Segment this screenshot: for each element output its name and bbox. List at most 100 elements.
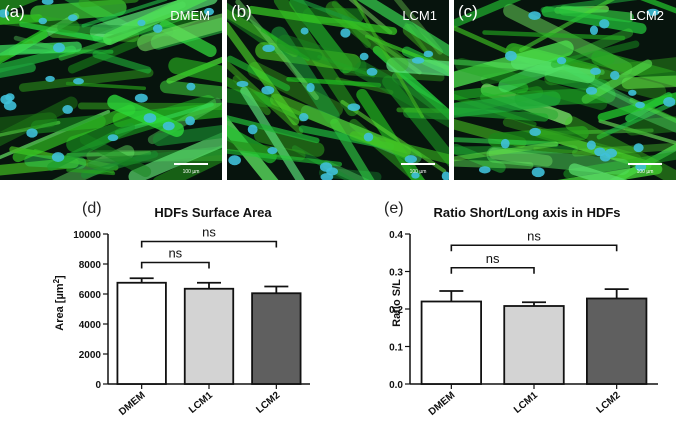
- nucleus: [186, 82, 196, 91]
- micrograph-lcm1: (b) LCM1 100 µm: [227, 0, 449, 180]
- chart-letter-e: (e): [384, 200, 404, 217]
- nucleus: [635, 101, 645, 109]
- y-tick-label: 6000: [79, 290, 102, 301]
- nuclei: [478, 8, 676, 178]
- nucleus: [340, 28, 351, 38]
- actin-fiber: [640, 0, 676, 14]
- actin-fiber: [454, 141, 558, 162]
- panel-letter-a: (a): [4, 2, 25, 21]
- nucleus: [73, 78, 84, 85]
- chart-title: Ratio Short/Long axis in HDFs: [433, 205, 620, 220]
- actin-fiber: [227, 8, 299, 58]
- actin-fiber: [348, 0, 393, 35]
- nucleus: [236, 80, 249, 88]
- nucleus: [359, 52, 369, 61]
- nucleus: [185, 116, 195, 126]
- micrograph-dmem: (a) DMEM 100 µm: [0, 0, 222, 180]
- nucleus: [363, 132, 374, 142]
- actin-fiber: [128, 132, 222, 180]
- nucleus: [478, 166, 491, 174]
- nucleus: [556, 56, 567, 65]
- actin-fiber: [454, 40, 574, 88]
- actin-fiber: [66, 168, 116, 176]
- x-tick-label: LCM1: [512, 390, 540, 416]
- micrograph-image: [227, 0, 449, 180]
- significance-bracket: [450, 244, 618, 252]
- nucleus: [262, 44, 275, 53]
- actin-fiber: [568, 163, 628, 180]
- actin-fiber: [581, 59, 653, 104]
- nucleus: [347, 103, 361, 112]
- actin-fiber: [357, 0, 449, 57]
- y-axis-label: Ratio S/L: [391, 279, 403, 327]
- significance-label: ns: [527, 228, 541, 243]
- y-tick-label: 0.3: [389, 268, 403, 279]
- actin-fiber: [488, 126, 589, 148]
- nucleus: [247, 124, 258, 135]
- actin-fiber: [227, 2, 286, 54]
- actin-fiber: [454, 159, 534, 169]
- actin-fibers: [0, 0, 222, 180]
- significance-label: ns: [168, 246, 182, 261]
- bar-dmem: [420, 300, 482, 385]
- nucleus: [134, 93, 148, 103]
- nucleus: [599, 19, 610, 29]
- nucleus: [53, 42, 65, 53]
- micrograph-image: [0, 0, 222, 180]
- actin-fiber: [454, 143, 506, 173]
- significance-label: ns: [202, 225, 216, 240]
- actin-fiber: [152, 125, 222, 147]
- micrograph-image: [454, 0, 676, 180]
- y-tick-label: 0.1: [389, 343, 403, 354]
- actin-fiber: [52, 145, 135, 180]
- nucleus: [261, 85, 275, 95]
- nucleus: [529, 127, 541, 137]
- nucleus: [62, 105, 73, 114]
- x-tick-label: LCM2: [595, 390, 623, 416]
- nucleus: [633, 143, 644, 153]
- actin-fiber: [402, 23, 449, 75]
- actin-fiber: [621, 75, 676, 90]
- actin-fiber: [454, 91, 561, 118]
- actin-fiber: [159, 80, 222, 100]
- chart-title: HDFs Surface Area: [154, 205, 272, 220]
- actin-fiber: [18, 68, 154, 92]
- nucleus: [441, 171, 449, 180]
- micrograph-lcm2: (c) LCM2 100 µm: [454, 0, 676, 180]
- actin-fiber: [19, 21, 112, 44]
- y-tick-label: 0.0: [389, 380, 403, 391]
- condition-label: DMEM: [170, 8, 210, 23]
- actin-fiber: [572, 142, 676, 157]
- actin-fiber: [0, 45, 77, 73]
- actin-fiber: [352, 0, 424, 119]
- actin-fiber: [227, 148, 343, 167]
- actin-fiber: [12, 104, 136, 163]
- y-axis-label-unit: µm: [54, 283, 66, 299]
- nucleus: [590, 67, 601, 76]
- actin-fiber: [340, 99, 447, 173]
- nucleus: [404, 155, 417, 164]
- actin-fiber: [270, 93, 411, 158]
- actin-fiber: [240, 86, 305, 180]
- actin-fiber: [482, 30, 626, 41]
- condition-label: LCM1: [402, 8, 437, 23]
- bar-lcm1: [183, 287, 235, 385]
- nucleus: [41, 0, 54, 5]
- actin-fiber: [541, 6, 647, 35]
- y-axis-label-sup: 2: [52, 278, 61, 283]
- nucleus: [298, 113, 309, 122]
- actin-fiber: [596, 99, 676, 140]
- nucleus: [320, 173, 334, 180]
- scale-bar-label: 100 µm: [636, 169, 654, 175]
- nuclei: [0, 0, 215, 162]
- significance-bracket: [450, 266, 535, 274]
- actin-fiber: [152, 144, 222, 180]
- nucleus: [38, 17, 47, 25]
- significance-label: ns: [486, 251, 500, 266]
- y-tick-label: 4000: [79, 320, 102, 331]
- nucleus: [152, 24, 163, 33]
- y-tick-label: 0: [95, 380, 101, 391]
- panel-letter-b: (b): [231, 2, 252, 21]
